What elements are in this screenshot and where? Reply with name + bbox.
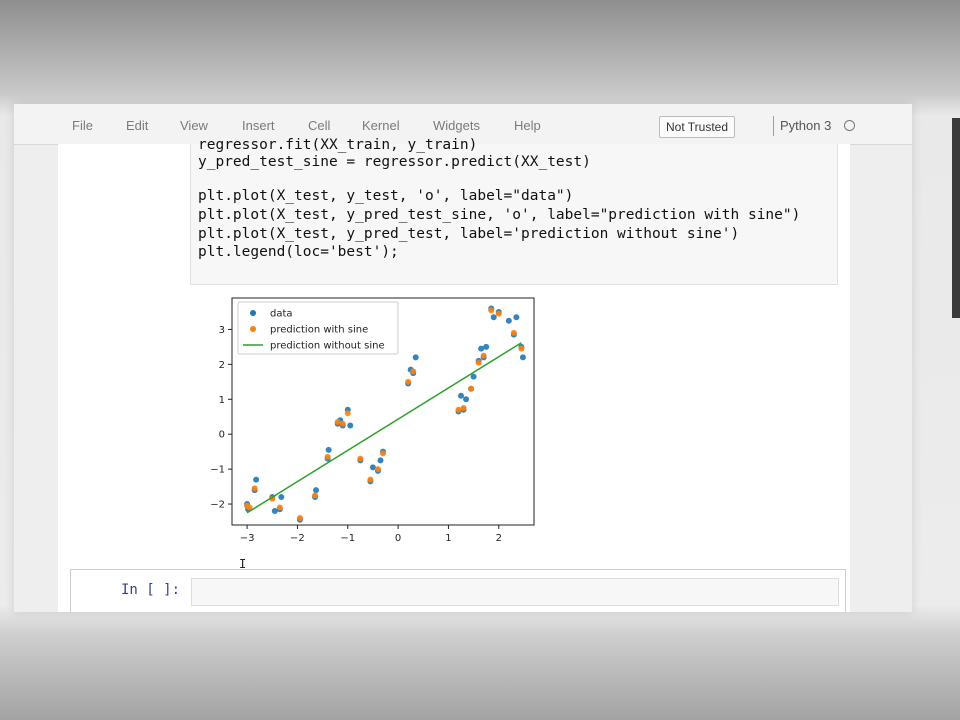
menu-file[interactable]: File xyxy=(72,118,93,133)
legend-label: prediction with sine xyxy=(270,325,368,336)
notebook-window: File Edit View Insert Cell Kernel Widget… xyxy=(14,104,912,612)
prediction-with-sine-point xyxy=(374,466,381,473)
data-point xyxy=(513,314,520,321)
y-tick-label: 3 xyxy=(219,325,225,336)
data-point xyxy=(519,354,526,361)
output-plot: −3 −2 −1 0 1 2 −2 −1 0 1 2 3 data prediction with sin… xyxy=(210,297,535,544)
kernel-separator xyxy=(773,116,774,136)
prediction-with-sine-point xyxy=(380,450,386,457)
prediction-with-sine-point xyxy=(276,504,283,511)
prediction-with-sine-point xyxy=(410,368,417,375)
code-line: plt.plot(X_test, y_pred_test_sine, 'o', … xyxy=(198,207,801,223)
prediction-with-sine-point xyxy=(495,310,502,317)
data-point xyxy=(377,457,384,464)
x-tick-label: 0 xyxy=(395,533,401,544)
prediction-with-sine-point xyxy=(324,453,331,460)
legend-box xyxy=(237,301,399,355)
series-line-prediction-without-sine xyxy=(246,342,522,514)
screen-edge-tab xyxy=(952,118,960,318)
prediction-with-sine-point xyxy=(296,515,303,522)
data-point xyxy=(490,314,497,321)
data-point xyxy=(347,422,354,429)
prediction-with-sine-point xyxy=(480,352,487,359)
data-point xyxy=(505,317,512,324)
legend-label: prediction without sine xyxy=(270,341,385,352)
data-point xyxy=(458,392,465,399)
kernel-name: Python 3 xyxy=(780,118,832,133)
prediction-with-sine-point xyxy=(344,410,351,417)
cell-input-area[interactable] xyxy=(191,578,839,606)
prediction-with-sine-point xyxy=(357,455,364,462)
code-line: plt.plot(X_test, y_test, 'o', label="dat… xyxy=(198,188,574,204)
code-line: regressor.fit(XX_train, y_train) xyxy=(198,137,478,153)
data-point xyxy=(271,508,278,515)
prediction-with-sine-point xyxy=(475,359,482,366)
prediction-with-sine-point xyxy=(405,378,412,385)
menu-cell[interactable]: Cell xyxy=(308,118,331,133)
not-trusted-indicator[interactable]: Not Trusted xyxy=(659,116,736,138)
data-point xyxy=(278,494,285,501)
menu-widgets[interactable]: Widgets xyxy=(433,118,480,133)
prediction-with-sine-point xyxy=(312,492,319,499)
menu-insert[interactable]: Insert xyxy=(242,118,275,133)
prediction-with-sine-point xyxy=(367,476,374,483)
input-prompt: In [ ]: xyxy=(121,582,181,598)
x-tick-label: −2 xyxy=(290,533,305,544)
menu-edit[interactable]: Edit xyxy=(126,118,149,133)
code-line: y_pred_test_sine = regressor.predict(XX_… xyxy=(198,154,591,170)
prediction-with-sine-point xyxy=(334,418,341,425)
code-line: plt.plot(X_test, y_pred_test, label='pre… xyxy=(198,226,740,242)
data-point xyxy=(478,345,485,352)
menu-help[interactable]: Help xyxy=(514,118,541,133)
prediction-with-sine-point xyxy=(455,406,462,413)
data-point xyxy=(253,476,260,483)
menu-bar: File Edit View Insert Cell Kernel Widget… xyxy=(14,104,912,145)
prediction-with-sine-point xyxy=(510,329,517,336)
data-point xyxy=(313,487,320,494)
prediction-with-sine-point xyxy=(460,405,467,412)
prediction-with-sine-point xyxy=(468,385,475,392)
data-point xyxy=(463,396,470,403)
legend-label: data xyxy=(270,309,293,320)
data-point xyxy=(325,446,332,453)
prediction-with-sine-point xyxy=(488,307,495,314)
empty-code-cell[interactable]: In [ ]: xyxy=(70,569,846,612)
prediction-with-sine-point xyxy=(339,420,346,427)
menu-view[interactable]: View xyxy=(180,118,208,133)
code-cell-input[interactable]: regressor.fit(XX_train, y_train) y_pred_… xyxy=(190,137,838,285)
data-point xyxy=(470,373,477,380)
kernel-idle-circle-icon xyxy=(844,120,855,131)
x-tick-label: 2 xyxy=(496,533,502,544)
code-line: plt.legend(loc='best'); xyxy=(198,244,399,260)
prediction-with-sine-point xyxy=(246,504,253,511)
y-tick-label: 0 xyxy=(219,430,225,441)
data-point xyxy=(412,354,419,361)
x-tick-label: −1 xyxy=(340,533,355,544)
text-cursor-icon: I xyxy=(239,557,247,571)
prediction-with-sine-point xyxy=(251,485,258,492)
menu-kernel[interactable]: Kernel xyxy=(362,118,400,133)
data-point xyxy=(369,464,376,471)
y-tick-label: 1 xyxy=(219,395,225,406)
y-tick-label: 2 xyxy=(219,360,225,371)
notebook-container: regressor.fit(XX_train, y_train) y_pred_… xyxy=(58,137,850,612)
y-tick-label: −1 xyxy=(210,465,225,476)
x-tick-label: 1 xyxy=(445,533,451,544)
y-tick-label: −2 xyxy=(210,500,225,511)
x-tick-label: −3 xyxy=(240,533,255,544)
legend-marker-swatch xyxy=(250,310,256,316)
legend-marker-swatch xyxy=(250,326,256,332)
prediction-with-sine-point xyxy=(518,345,525,352)
data-point xyxy=(483,343,490,350)
